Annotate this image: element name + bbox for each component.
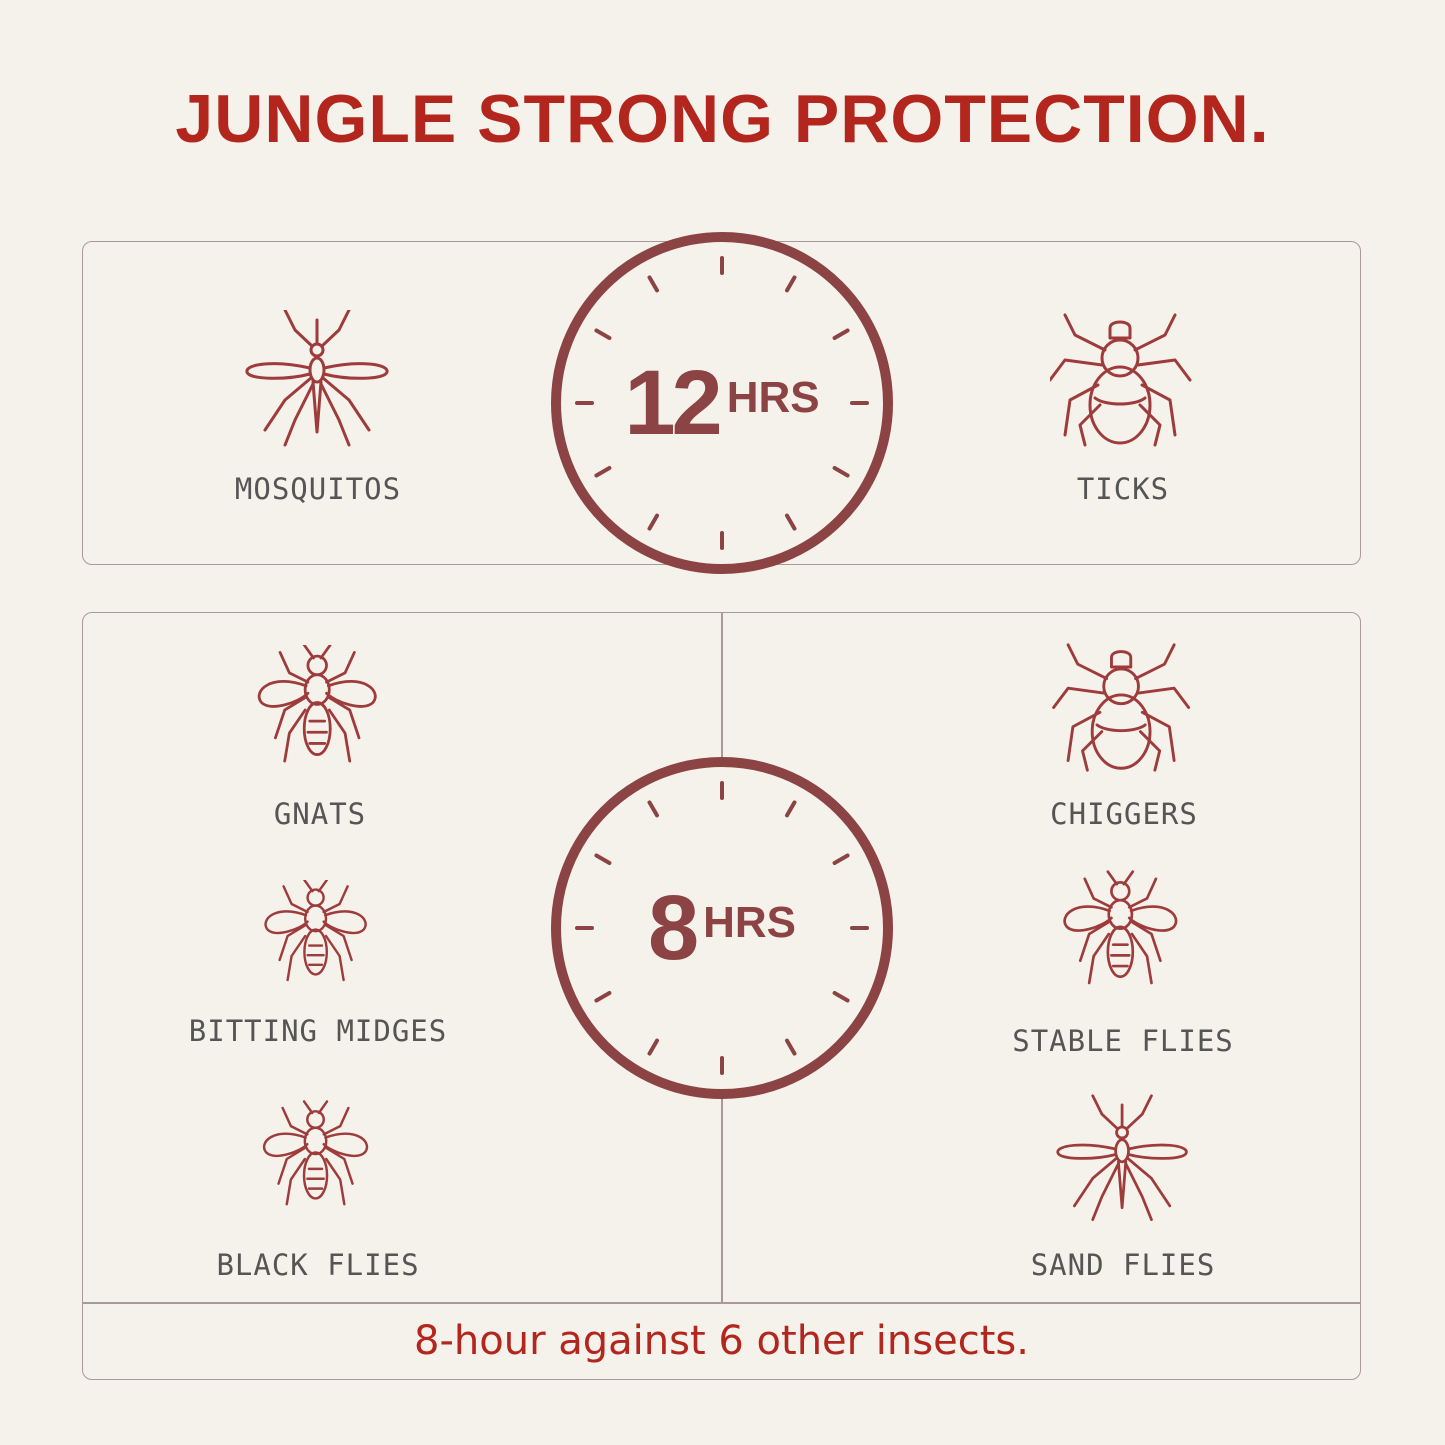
insect-sand-flies: SAND FLIES [973, 1094, 1273, 1282]
clock-12-hours: 12 HRS [550, 231, 894, 575]
tick-icon [1050, 313, 1192, 447]
clock-tick [785, 513, 797, 531]
insect-label: STABLE FLIES [1012, 1024, 1234, 1058]
gnat-icon [257, 645, 377, 763]
clock-tick [594, 991, 612, 1003]
insect-label: CHIGGERS [1050, 797, 1198, 831]
insect-label: SAND FLIES [1030, 1248, 1216, 1282]
duration-unit: HRS [726, 373, 820, 422]
insect-stable-flies: STABLE FLIES [973, 866, 1273, 1058]
midge-icon [264, 880, 367, 982]
black-fly-icon [262, 1100, 369, 1206]
clock-tick [832, 991, 850, 1003]
insect-label: BLACK FLIES [216, 1248, 420, 1282]
clock-tick [647, 1038, 659, 1056]
clock-tick [785, 1038, 797, 1056]
insect-mosquitos: MOSQUITOS [168, 310, 468, 506]
insect-chiggers: CHIGGERS [974, 640, 1274, 831]
clock-rim [551, 757, 893, 1099]
page-title: JUNGLE STRONG PROTECTION. [175, 81, 1270, 157]
insect-label: TICKS [1076, 472, 1170, 506]
clock-tick [832, 853, 850, 865]
stable-fly-icon [1063, 870, 1178, 985]
clock-tick [647, 275, 659, 293]
sand-fly-icon [1056, 1094, 1188, 1222]
clock-tick [647, 800, 659, 818]
clock-tick [647, 513, 659, 531]
clock-tick [785, 275, 797, 293]
insect-label: BITTING MIDGES [188, 1014, 448, 1048]
insect-ticks: TICKS [973, 310, 1273, 506]
insect-bitting-midges: BITTING MIDGES [168, 880, 468, 1048]
short-protection-panel [82, 612, 1361, 1380]
clock-tick [832, 328, 850, 340]
insect-label: MOSQUITOS [234, 472, 402, 506]
insect-black-flies: BLACK FLIES [168, 1092, 468, 1282]
clock-tick [785, 800, 797, 818]
panel-divider-horizontal [82, 1302, 1361, 1304]
clock-tick [594, 853, 612, 865]
duration-unit: HRS [703, 898, 797, 947]
chigger-icon [1052, 643, 1191, 772]
clock-tick [594, 466, 612, 478]
clock-tick [594, 328, 612, 340]
clock-icon [551, 232, 893, 574]
clock-rim [551, 232, 893, 574]
clock-tick [832, 466, 850, 478]
footer-note: 8-hour against 6 other insects. [414, 1318, 1029, 1364]
insect-label: GNATS [273, 797, 367, 831]
duration-number: 12 [624, 351, 722, 454]
insect-gnats: GNATS [170, 645, 470, 831]
clock-icon [551, 757, 893, 1099]
clock-8-hours: 8 HRS [550, 756, 894, 1100]
duration-number: 8 [647, 876, 699, 979]
mosquito-icon [245, 310, 389, 447]
